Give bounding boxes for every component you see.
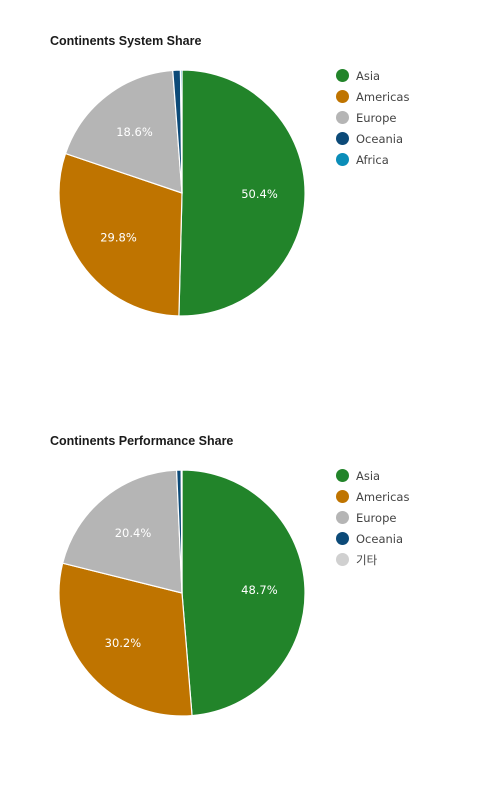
pie-chart: 48.7% 30.2% 20.4% [58,469,306,717]
chart-title: Continents Performance Share [50,434,234,448]
legend: Asia Americas Europe Oceania Africa [336,65,409,170]
legend-label: Americas [356,489,410,504]
legend-label: Europe [356,510,397,525]
legend-item: Americas [336,486,409,507]
system-share-chart: Continents System Share 50.4% 29.8% 18.6% … [0,34,482,404]
legend-swatch [336,90,349,103]
pie-slice-americas [58,562,193,717]
performance-share-chart: Continents Performance Share 48.7% 30.2% 2… [0,434,482,804]
pie-slice-asia [178,69,306,317]
legend-label: Oceania [356,131,404,146]
legend-item: Europe [336,107,409,128]
pie-slice-europe [61,469,183,594]
legend: Asia Americas Europe Oceania 기타 [336,465,409,570]
legend-label: Africa [356,152,389,167]
pie-slice-europe [64,69,183,194]
slice-label-asia: 48.7% [241,583,278,597]
legend-swatch [336,153,349,166]
slice-label-americas: 30.2% [105,636,142,650]
pie-slice-americas [58,152,183,317]
pie-slice-africa [179,69,183,194]
pie-chart: 50.4% 29.8% 18.6% [58,69,306,317]
legend-item: Oceania [336,128,409,149]
legend-item: Asia [336,465,409,486]
slice-label-americas: 29.8% [100,230,137,244]
pie-slice-other [180,469,183,594]
legend-label: Americas [356,89,410,104]
legend-item: Asia [336,65,409,86]
pie-slice-asia [181,469,306,717]
legend-label: Europe [356,110,397,125]
chart-title: Continents System Share [50,34,202,48]
legend-item: Oceania [336,528,409,549]
legend-label: Asia [356,468,381,483]
legend-swatch [336,553,349,566]
legend-item: Africa [336,149,409,170]
legend-item: Americas [336,86,409,107]
slice-label-europe: 20.4% [115,526,152,540]
slice-label-europe: 18.6% [116,125,153,139]
legend-swatch [336,69,349,82]
legend-item: 기타 [336,549,409,570]
legend-swatch [336,111,349,124]
legend-label: Oceania [356,531,404,546]
legend-swatch [336,511,349,524]
legend-swatch [336,490,349,503]
legend-swatch [336,469,349,482]
legend-label: 기타 [356,552,378,567]
legend-item: Europe [336,507,409,528]
slice-label-asia: 50.4% [241,187,278,201]
legend-swatch [336,132,349,145]
legend-swatch [336,532,349,545]
legend-label: Asia [356,68,381,83]
